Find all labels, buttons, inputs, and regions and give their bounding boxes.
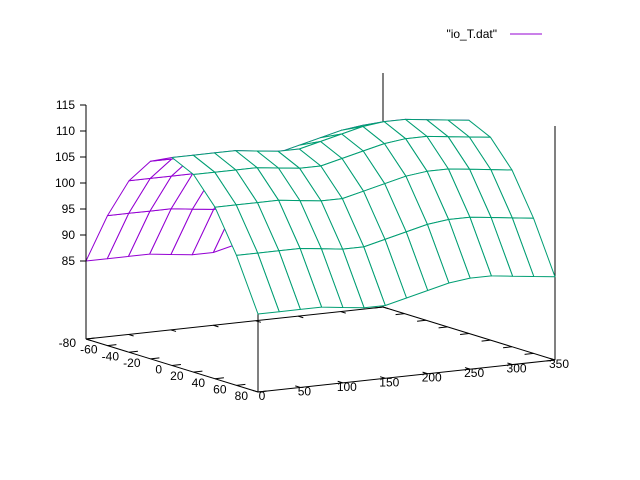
y-tick [524,352,534,355]
x-tick [337,380,344,384]
y-tick-label: -40 [102,349,120,363]
y-tick [374,306,384,309]
x-tick [128,333,134,337]
box-edge [257,359,556,393]
x-tick-label: 200 [422,371,442,385]
x-tick-label: 150 [379,375,399,389]
y-tick [128,350,138,353]
x-tick [340,311,346,314]
x-tick-label: 350 [549,357,569,371]
y-tick-label: 20 [170,369,184,383]
surface-cell [236,252,280,315]
y-tick-label: 60 [213,382,227,396]
z-tick-label: 115 [56,98,75,112]
y-tick [438,326,448,329]
y-tick [395,313,405,316]
y-tick [257,390,267,393]
y-tick [150,357,160,360]
y-tick [193,370,203,373]
z-tick-label: 85 [62,254,76,268]
z-tick-label: 90 [62,228,76,242]
x-tick [422,371,428,375]
box-edge [85,306,384,340]
y-tick [85,337,95,340]
x-tick [379,376,386,379]
y-tick-label: -60 [80,343,98,357]
z-tick-label: 95 [62,202,76,216]
y-tick [171,364,181,366]
x-tick-label: 300 [507,362,527,376]
x-tick [507,362,513,366]
y-tick [214,377,224,380]
x-tick [255,320,262,323]
y-tick [503,346,513,349]
x-tick-label: 50 [298,384,312,398]
x-tick [295,385,301,388]
z-tick-label: 110 [56,124,75,138]
x-tick [382,306,389,310]
x-tick [170,329,177,332]
y-tick-label: -80 [59,336,77,350]
x-tick-label: 0 [259,389,266,403]
x-tick [252,389,259,393]
y-tick-label: 40 [192,376,206,390]
y-tick-label: 80 [235,389,249,403]
y-tick [546,359,556,362]
x-tick [464,367,471,370]
z-tick-label: 100 [55,176,75,190]
x-tick-label: 250 [464,366,484,380]
y-tick [107,344,117,347]
y-tick [417,319,427,322]
y-tick-label: -20 [123,356,141,370]
z-tick-label: 105 [55,150,75,164]
x-tick [213,324,219,328]
x-tick [297,315,304,319]
y-tick-label: 0 [155,363,162,377]
x-tick-label: 100 [337,380,357,394]
legend-label: "io_T.dat" [446,27,497,41]
y-tick [460,333,470,335]
y-tick [236,383,246,386]
y-tick [481,339,491,342]
